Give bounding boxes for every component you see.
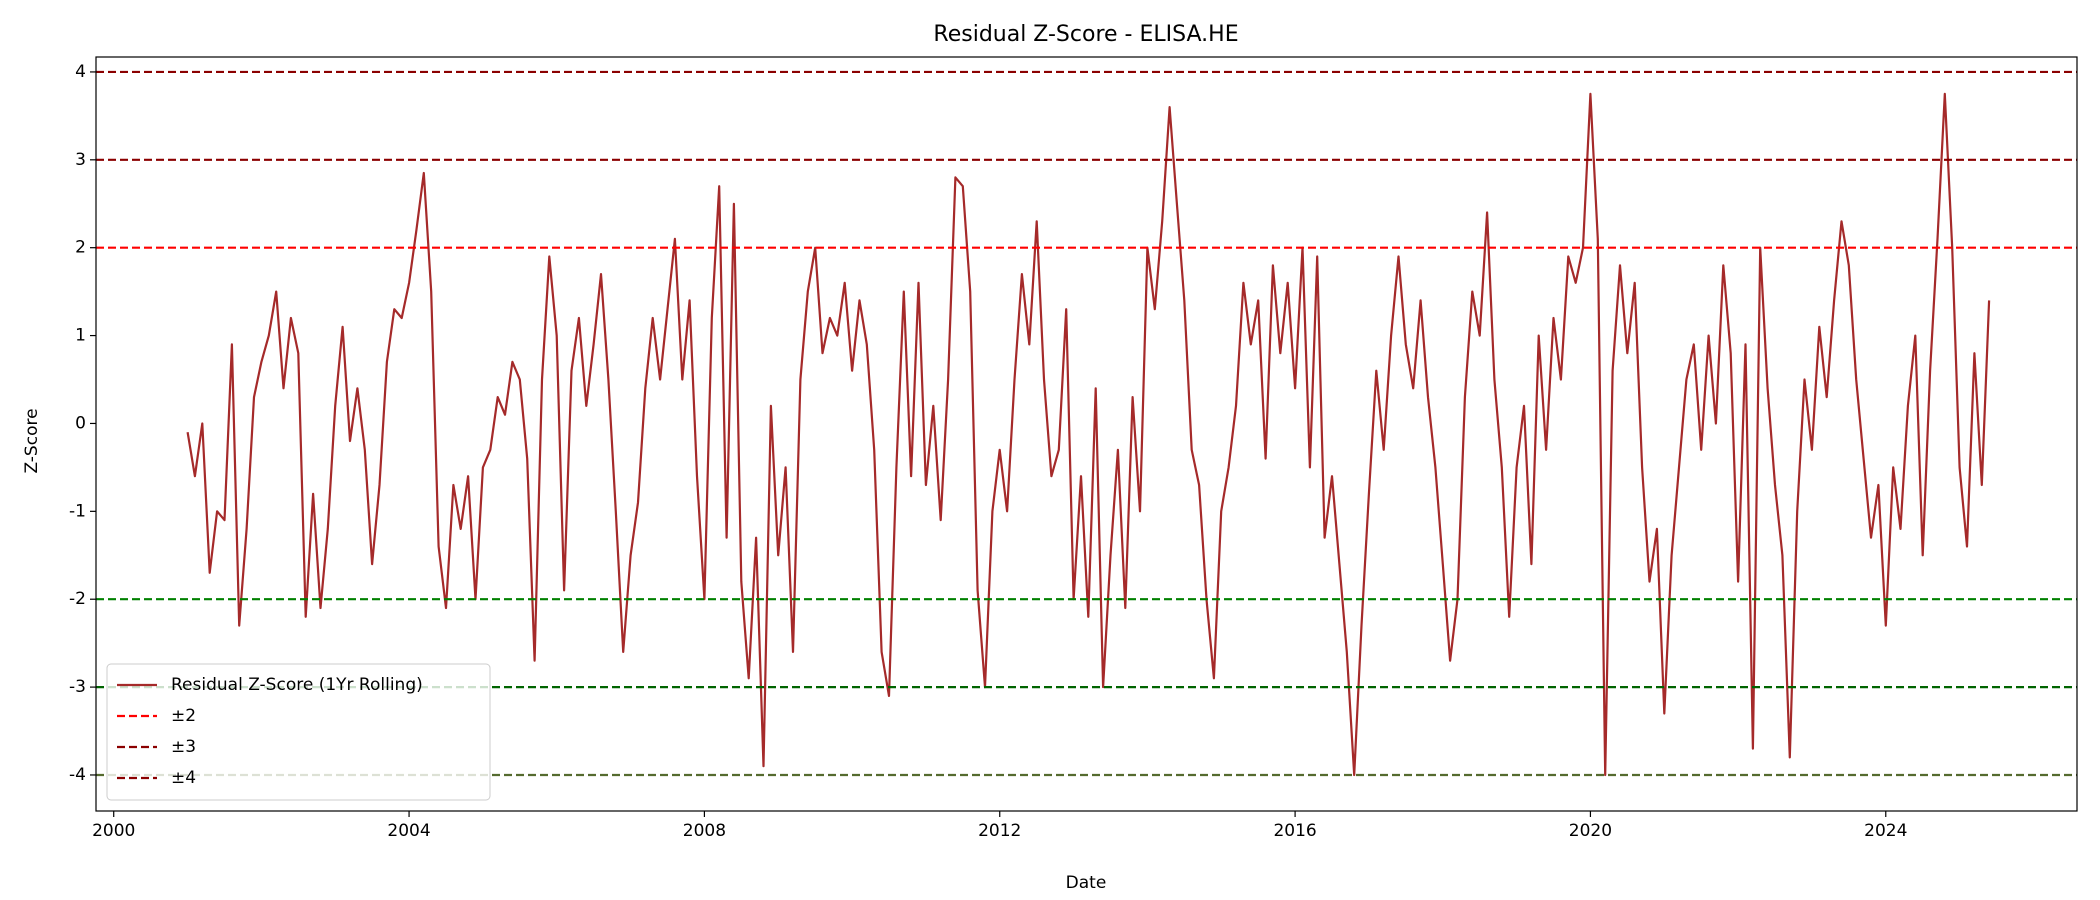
y-tick-label: -3: [69, 677, 86, 697]
legend-label: ±4: [171, 768, 196, 788]
x-tick-label: 2000: [92, 821, 135, 841]
y-tick-label: 0: [75, 413, 86, 433]
x-tick-label: 2008: [683, 821, 726, 841]
legend-label: ±2: [171, 706, 196, 726]
x-axis-label: Date: [1066, 873, 1107, 893]
x-tick-label: 2012: [978, 821, 1021, 841]
y-tick-label: 3: [75, 150, 86, 170]
legend-label: Residual Z-Score (1Yr Rolling): [171, 675, 423, 695]
legend-label: ±3: [171, 737, 196, 757]
legend-box: [106, 663, 491, 801]
y-tick-label: -1: [69, 501, 86, 521]
y-tick-label: 1: [75, 326, 86, 346]
series-line: [186, 92, 1991, 777]
x-tick-label: 2024: [1864, 821, 1907, 841]
y-axis-label: Z-Score: [22, 408, 42, 473]
y-tick-label: -2: [69, 589, 86, 609]
x-tick-label: 2016: [1273, 821, 1316, 841]
x-tick-label: 2004: [387, 821, 430, 841]
y-tick-label: 4: [75, 62, 86, 82]
x-tick-label: 2020: [1569, 821, 1612, 841]
chart-title: Residual Z-Score - ELISA.HE: [933, 22, 1238, 47]
y-tick-label: 2: [75, 238, 86, 258]
y-tick-label: -4: [69, 765, 86, 785]
plot-frame: [95, 56, 2078, 812]
